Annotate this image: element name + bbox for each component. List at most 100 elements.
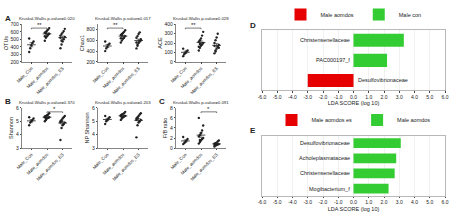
svg-text:400: 400 bbox=[11, 44, 20, 50]
svg-text:2.0: 2.0 bbox=[381, 199, 388, 205]
svg-text:Male_Con: Male_Con bbox=[16, 152, 34, 170]
svg-text:Christensenellaceae: Christensenellaceae bbox=[300, 170, 350, 176]
svg-text:-4.0: -4.0 bbox=[288, 94, 297, 100]
svg-text:400: 400 bbox=[87, 48, 96, 54]
svg-text:LDA SCORE (log 10): LDA SCORE (log 10) bbox=[328, 100, 380, 106]
svg-text:5: 5 bbox=[16, 118, 19, 124]
svg-text:Male_Con: Male_Con bbox=[16, 65, 34, 83]
svg-text:0.0: 0.0 bbox=[350, 199, 357, 205]
svg-text:4: 4 bbox=[170, 125, 173, 131]
svg-text:4: 4 bbox=[92, 131, 95, 137]
svg-text:1.0: 1.0 bbox=[365, 199, 372, 205]
svg-text:**: ** bbox=[37, 22, 42, 28]
svg-text:Male_aomdos: Male_aomdos bbox=[102, 65, 126, 89]
svg-text:-3.0: -3.0 bbox=[303, 199, 312, 205]
svg-text:ACE: ACE bbox=[157, 37, 163, 49]
svg-text:Shannon: Shannon bbox=[8, 117, 14, 139]
svg-text:*: * bbox=[207, 106, 210, 112]
svg-text:0: 0 bbox=[170, 59, 173, 65]
svg-text:200: 200 bbox=[87, 59, 96, 65]
svg-text:F/B ratio: F/B ratio bbox=[162, 118, 168, 139]
svg-text:Male_aomdos_ES: Male_aomdos_ES bbox=[111, 152, 141, 182]
svg-text:NP Shannon: NP Shannon bbox=[84, 112, 90, 143]
svg-text:-2.0: -2.0 bbox=[319, 94, 328, 100]
svg-text:-6.0: -6.0 bbox=[258, 94, 267, 100]
svg-text:600: 600 bbox=[11, 29, 20, 35]
svg-text:1.0: 1.0 bbox=[365, 94, 372, 100]
svg-text:Desulfovibrionaceae: Desulfovibrionaceae bbox=[300, 140, 350, 146]
svg-text:3: 3 bbox=[16, 145, 19, 151]
svg-text:100: 100 bbox=[165, 49, 174, 55]
svg-text:300: 300 bbox=[165, 30, 174, 36]
svg-text:5.0: 5.0 bbox=[426, 94, 433, 100]
svg-text:OTUs: OTUs bbox=[3, 36, 9, 51]
svg-text:3.0: 3.0 bbox=[396, 199, 403, 205]
svg-text:6: 6 bbox=[16, 105, 19, 111]
svg-text:C: C bbox=[159, 97, 165, 106]
svg-text:Kruskal-Wallis p-value=0.370: Kruskal-Wallis p-value=0.370 bbox=[19, 100, 75, 105]
svg-text:D: D bbox=[250, 21, 256, 30]
svg-text:Mogibacterium_f: Mogibacterium_f bbox=[309, 186, 350, 192]
svg-text:Male aomdos: Male aomdos bbox=[321, 12, 354, 18]
svg-text:Kruskal-Wallis p-value=0.091: Kruskal-Wallis p-value=0.091 bbox=[173, 100, 229, 105]
svg-text:**: ** bbox=[113, 22, 118, 28]
svg-text:B: B bbox=[5, 97, 11, 106]
svg-text:Male con: Male con bbox=[399, 12, 421, 18]
svg-text:500: 500 bbox=[11, 36, 20, 42]
svg-text:200: 200 bbox=[165, 40, 174, 46]
svg-text:5: 5 bbox=[92, 118, 95, 124]
svg-text:A: A bbox=[5, 14, 11, 23]
svg-text:-2.0: -2.0 bbox=[319, 199, 328, 205]
svg-text:Male_aomdos_ES: Male_aomdos_ES bbox=[111, 66, 141, 96]
svg-text:6.0: 6.0 bbox=[442, 199, 449, 205]
svg-text:-4.0: -4.0 bbox=[288, 199, 297, 205]
svg-text:6: 6 bbox=[170, 115, 173, 121]
svg-text:-5.0: -5.0 bbox=[273, 199, 282, 205]
svg-text:Male_aomdos_ES: Male_aomdos_ES bbox=[189, 152, 219, 182]
svg-text:6: 6 bbox=[92, 105, 95, 111]
svg-text:Male_aomdos_ES: Male_aomdos_ES bbox=[35, 152, 65, 182]
svg-text:PAC000197_f: PAC000197_f bbox=[316, 57, 350, 63]
svg-text:Male_Con: Male_Con bbox=[170, 152, 188, 170]
svg-text:Male_aomdos: Male_aomdos bbox=[26, 152, 50, 176]
svg-text:6.0: 6.0 bbox=[442, 94, 449, 100]
svg-text:4: 4 bbox=[16, 131, 19, 137]
svg-text:8: 8 bbox=[170, 105, 173, 111]
svg-text:Male_Con: Male_Con bbox=[170, 65, 188, 83]
svg-text:Desulfovibrionaceae: Desulfovibrionaceae bbox=[358, 77, 408, 83]
svg-text:-1.0: -1.0 bbox=[334, 199, 343, 205]
svg-text:**: ** bbox=[191, 22, 196, 28]
svg-text:0.0: 0.0 bbox=[350, 94, 357, 100]
svg-text:LDA SCORE (log 10): LDA SCORE (log 10) bbox=[328, 206, 380, 212]
svg-text:E: E bbox=[250, 126, 256, 135]
svg-text:Chao1: Chao1 bbox=[79, 35, 85, 51]
svg-text:2.0: 2.0 bbox=[381, 94, 388, 100]
svg-text:700: 700 bbox=[11, 21, 20, 27]
svg-text:3.0: 3.0 bbox=[396, 94, 403, 100]
svg-text:-5.0: -5.0 bbox=[273, 94, 282, 100]
svg-text:Male aomdos: Male aomdos bbox=[397, 117, 430, 123]
svg-text:5.0: 5.0 bbox=[426, 199, 433, 205]
svg-text:Male_aomdos_ES: Male_aomdos_ES bbox=[35, 66, 65, 96]
svg-text:*: * bbox=[53, 106, 56, 112]
svg-text:Male_aomdos: Male_aomdos bbox=[102, 152, 126, 176]
svg-text:0: 0 bbox=[170, 145, 173, 151]
svg-text:Acholeplasmataceae: Acholeplasmataceae bbox=[299, 155, 350, 161]
svg-text:Kruskal-Wallis p-value=0.203: Kruskal-Wallis p-value=0.203 bbox=[95, 100, 151, 105]
svg-text:Male aomdos es: Male aomdos es bbox=[312, 117, 353, 123]
svg-text:2: 2 bbox=[170, 135, 173, 141]
svg-text:Male_Con: Male_Con bbox=[92, 65, 110, 83]
svg-text:400: 400 bbox=[165, 21, 174, 27]
svg-text:Kruskal-Wallis p-value=0.020: Kruskal-Wallis p-value=0.020 bbox=[19, 16, 75, 21]
svg-text:Male_aomdos: Male_aomdos bbox=[26, 65, 50, 89]
svg-text:-3.0: -3.0 bbox=[303, 94, 312, 100]
svg-text:4.0: 4.0 bbox=[411, 199, 418, 205]
svg-text:Kruskal-Wallis p-value=0.028: Kruskal-Wallis p-value=0.028 bbox=[173, 16, 229, 21]
svg-text:Male_aomdos: Male_aomdos bbox=[180, 152, 204, 176]
svg-text:Male_aomdos: Male_aomdos bbox=[180, 65, 204, 89]
svg-text:-6.0: -6.0 bbox=[258, 199, 267, 205]
svg-text:3: 3 bbox=[92, 145, 95, 151]
svg-text:600: 600 bbox=[87, 37, 96, 43]
svg-text:4.0: 4.0 bbox=[411, 94, 418, 100]
svg-text:Male_aomdos_ES: Male_aomdos_ES bbox=[189, 66, 219, 96]
